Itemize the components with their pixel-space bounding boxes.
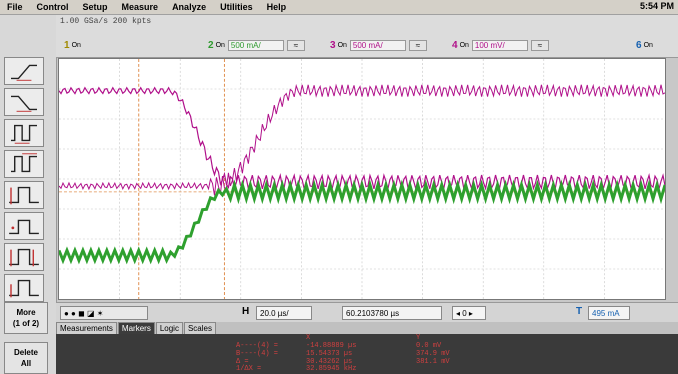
result-x: 15.54373 µs <box>306 350 353 358</box>
more-page-label: (1 of 2) <box>12 319 40 328</box>
channel-3-scale-field[interactable]: 500 mA/ <box>349 39 406 51</box>
menu-setup[interactable]: Setup <box>82 2 108 12</box>
menu-measure[interactable]: Measure <box>121 2 159 12</box>
trigger-label: T <box>576 306 583 317</box>
result-label: B----(4) = <box>236 350 279 358</box>
channel-1-state[interactable]: On <box>71 41 81 49</box>
period-button[interactable] <box>4 119 44 147</box>
tab-measurements[interactable]: Measurements <box>56 322 117 334</box>
tab-scales[interactable]: Scales <box>183 322 216 334</box>
acquisition-rate: 1.00 GSa/s 200 kpts <box>60 17 152 26</box>
menu-control[interactable]: Control <box>36 2 69 12</box>
channel-3-number: 3 <box>330 39 336 51</box>
horizontal-label: H <box>242 306 250 317</box>
delete-all-button[interactable]: Delete All <box>4 342 48 374</box>
negative-width-icon <box>9 219 39 235</box>
measurement-toolbar: More (1 of 2) Delete All <box>0 15 57 374</box>
channel-1-number: 1 <box>64 39 70 51</box>
channel-3[interactable]: 3 On 500 mA/ ≈ <box>330 37 427 53</box>
tab-markers[interactable]: Markers <box>117 322 155 334</box>
burst-width-icon <box>9 279 39 298</box>
menu-help[interactable]: Help <box>266 2 287 12</box>
channel-2-trace <box>59 179 665 265</box>
more-label: More <box>16 308 36 317</box>
result-x: 32.85945 kHz <box>306 365 357 373</box>
duty-cycle-icon <box>9 248 39 267</box>
more-button[interactable]: More (1 of 2) <box>4 302 48 334</box>
result-row: A----(4) = -14.88889 µs 0.0 mV <box>236 342 536 351</box>
result-row: 1/ΔX = 32.85945 kHz <box>236 365 536 374</box>
channel-4-trace <box>59 83 665 196</box>
trigger-level-field[interactable]: 495 mA <box>588 306 630 320</box>
timebase-field[interactable]: 20.0 µs/ <box>256 306 312 320</box>
position-nudge[interactable]: ◂ 0 ▸ <box>452 306 486 320</box>
channel-4-state[interactable]: On <box>459 41 469 49</box>
channel-6-number: 6 <box>636 39 642 51</box>
duty-cycle-button[interactable] <box>4 243 44 271</box>
result-y: 0.0 mV <box>416 342 442 350</box>
marker-results-panel: X Y A----(4) = -14.88889 µs 0.0 mV B----… <box>56 334 678 374</box>
rise-time-button[interactable] <box>4 57 44 85</box>
results-header: X Y <box>236 334 536 343</box>
result-label: A----(4) = <box>236 342 279 350</box>
period-icon <box>10 124 37 144</box>
col-x-header: X <box>306 334 311 342</box>
clock: 5:54 PM <box>639 1 674 11</box>
positive-width-button[interactable] <box>4 181 44 209</box>
result-x: 30.43262 µs <box>306 358 353 366</box>
negative-width-button[interactable] <box>4 212 44 240</box>
rise-time-icon <box>10 64 37 81</box>
burst-width-button[interactable] <box>4 274 44 302</box>
waveform-display[interactable] <box>58 58 666 300</box>
fall-time-button[interactable] <box>4 88 44 116</box>
channel-4-number: 4 <box>452 39 458 51</box>
tab-logic[interactable]: Logic <box>155 322 183 334</box>
channel-2-number: 2 <box>208 39 214 51</box>
menu-analyze[interactable]: Analyze <box>172 2 207 12</box>
channel-4-scale-field[interactable]: 100 mV/ <box>471 39 528 51</box>
waveform-plot <box>59 59 665 299</box>
channel-6-state[interactable]: On <box>643 41 653 49</box>
col-y-header: Y <box>416 334 421 342</box>
channel-4[interactable]: 4 On 100 mV/ ≈ <box>452 37 549 53</box>
menu-bar: File Control Setup Measure Analyze Utili… <box>0 0 678 15</box>
channel-2[interactable]: 2 On 500 mA/ ≈ <box>208 37 305 53</box>
result-label: Δ = <box>236 358 249 366</box>
result-row: B----(4) = 15.54373 µs 374.9 mV <box>236 350 536 359</box>
frequency-button[interactable] <box>4 150 44 178</box>
menu-utilities[interactable]: Utilities <box>220 2 253 12</box>
delete-sub-label: All <box>20 359 32 368</box>
positive-width-icon <box>9 186 39 205</box>
control-bar: ● ● ◼ ◪ ✶ H 20.0 µs/ 60.2103780 µs ◂ 0 ▸… <box>56 302 678 323</box>
run-controls[interactable]: ● ● ◼ ◪ ✶ <box>60 306 148 320</box>
channel-2-scale-field[interactable]: 500 mA/ <box>227 39 284 51</box>
results-tabs: Measurements Markers Logic Scales <box>56 322 678 334</box>
channel-1[interactable]: 1 On <box>64 37 84 53</box>
channel-2-adjust-icon[interactable]: ≈ <box>286 39 305 51</box>
result-y: 374.9 mV <box>416 350 450 358</box>
menu-file[interactable]: File <box>7 2 23 12</box>
channel-4-adjust-icon[interactable]: ≈ <box>530 39 549 51</box>
fall-time-icon <box>10 95 37 112</box>
result-y: 381.1 mV <box>416 358 450 366</box>
frequency-icon <box>10 153 37 173</box>
delete-label: Delete <box>13 348 38 357</box>
channel-bar: 1.00 GSa/s 200 kpts 1 On 2 On 500 mA/ ≈ … <box>56 15 678 58</box>
result-row: Δ = 30.43262 µs 381.1 mV <box>236 358 536 367</box>
result-label: 1/ΔX = <box>236 365 262 373</box>
channel-3-state[interactable]: On <box>337 41 347 49</box>
channel-2-state[interactable]: On <box>215 41 225 49</box>
graticule <box>59 59 665 299</box>
channel-3-adjust-icon[interactable]: ≈ <box>408 39 427 51</box>
channel-6[interactable]: 6 On <box>636 37 656 53</box>
result-x: -14.88889 µs <box>306 342 357 350</box>
position-field[interactable]: 60.2103780 µs <box>342 306 442 320</box>
